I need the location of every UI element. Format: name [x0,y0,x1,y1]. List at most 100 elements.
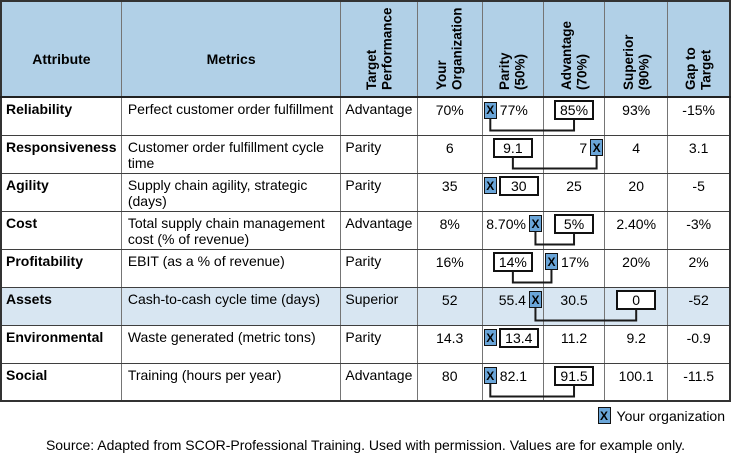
superior-cell: 20 [604,172,669,212]
attribute-cell: Cost [0,210,122,250]
your-organization-cell: 80 [416,362,483,402]
attribute-cell: Environmental [0,324,122,364]
parity-cell: 14% [481,248,544,288]
target-value-box: 5% [554,213,595,234]
superior-cell: 100.1 [604,362,669,402]
advantage-cell: 11.2 [542,324,606,364]
benchmark-value: 11.2 [560,329,588,346]
benchmark-value: 4 [632,139,641,156]
target-value-box: 9.1 [492,137,533,158]
benchmark-value: 20 [628,177,644,194]
scorecard-table: Attribute Metrics Target Performance You… [0,0,731,402]
parity-cell: 9.1 [481,134,544,174]
your-organization-marker-icon: X [483,101,497,119]
target-performance-cell: Parity [340,172,418,212]
col-header-advantage: Advantage (70%) [542,0,606,98]
metrics-cell: Customer order fulfillment cycle time [120,134,342,174]
col-header-advantage-label: Advantage (70%) [558,20,590,90]
advantage-cell: 30.5 [542,286,606,326]
superior-cell: 4 [604,134,669,174]
benchmark-value: 17% [560,253,589,270]
col-header-attribute: Attribute [0,0,122,98]
your-organization-marker-icon: X [590,139,604,156]
col-header-target-performance-label: Target Performance [363,7,395,90]
benchmark-value: 20% [622,253,651,270]
your-organization-marker-icon: X [483,367,497,384]
your-organization-cell: 8% [416,210,483,250]
metrics-cell: Cash-to-cash cycle time (days) [120,286,342,326]
table-row: Responsiveness Customer order fulfillment… [0,134,731,174]
target-value-box: 85% [554,100,595,120]
target-performance-cell: Advantage [340,362,418,402]
benchmark-value: 100.1 [618,367,654,384]
your-organization-cell: 52 [416,286,483,326]
table-row: Social Training (hours per year) Advantage… [0,362,731,402]
gap-to-target-cell: 3.1 [667,134,731,174]
metrics-cell: Training (hours per year) [120,362,342,402]
superior-cell: 2.40% [604,210,669,250]
table-row: Assets Cash-to-cash cycle time (days) Supe… [0,286,731,326]
your-organization-marker-icon: X [528,291,542,308]
attribute-cell: Social [0,362,122,402]
col-header-gap-to-target-label: Gap to Target [683,47,714,90]
parity-cell: 55.4 X [481,286,544,326]
col-header-parity-label: Parity (50%) [497,52,528,90]
table-row: Cost Total supply chain management cost (… [0,210,731,250]
legend-label: Your organization [616,407,725,424]
table-row: Reliability Perfect customer order fulfil… [0,96,731,136]
your-organization-cell: 6 [416,134,483,174]
metrics-cell: Waste generated (metric tons) [120,324,342,364]
target-performance-cell: Parity [340,134,418,174]
metrics-cell: Total supply chain management cost (% of… [120,210,342,250]
target-performance-cell: Parity [340,324,418,364]
superior-cell: 0 [604,286,669,326]
gap-to-target-cell: -3% [667,210,731,250]
table-row: Profitability EBIT (as a % of revenue) Par… [0,248,731,288]
col-header-parity: Parity (50%) [481,0,544,98]
target-value-box: 30 [498,175,539,196]
gap-to-target-cell: 2% [667,248,731,288]
gap-to-target-cell: -11.5 [667,362,731,402]
benchmark-value: 2.40% [616,215,657,232]
target-performance-cell: Advantage [340,96,418,136]
col-header-gap-to-target: Gap to Target [667,0,731,98]
advantage-cell: 85% [542,96,606,136]
col-header-superior: Superior (90%) [604,0,669,98]
benchmark-value: 8.70% [486,215,526,232]
superior-cell: 9.2 [604,324,669,364]
col-header-target-performance: Target Performance [340,0,418,98]
advantage-cell: 91.5 [542,362,606,402]
your-organization-marker-icon: X [528,215,542,232]
benchmark-value: 7 [579,139,588,156]
scorecard-table-wrap: Attribute Metrics Target Performance You… [0,0,731,402]
table-row: Environmental Waste generated (metric ton… [0,324,731,364]
target-performance-cell: Advantage [340,210,418,250]
table-row: Agility Supply chain agility, strategic (… [0,172,731,212]
parity-cell: X 77% [481,96,544,136]
target-performance-cell: Parity [340,248,418,288]
your-organization-marker-icon: X [597,407,611,424]
benchmark-value: 25 [566,177,582,194]
advantage-cell: 25 [542,172,606,212]
col-header-your-organization-label: Your Organization [434,7,465,90]
legend: X Your organization [0,407,725,424]
parity-cell: X 13.4 [481,324,544,364]
gap-to-target-cell: -0.9 [667,324,731,364]
target-value-box: 13.4 [498,327,539,348]
your-organization-marker-icon: X [483,177,497,194]
your-organization-cell: 35 [416,172,483,212]
your-organization-cell: 16% [416,248,483,288]
your-organization-cell: 14.3 [416,324,483,364]
col-header-metrics: Metrics [120,0,342,98]
attribute-cell: Responsiveness [0,134,122,174]
target-performance-cell: Superior [340,286,418,326]
col-header-your-organization: Your Organization [416,0,483,98]
attribute-cell: Profitability [0,248,122,288]
benchmark-value: 9.2 [626,329,646,346]
benchmark-value: 77% [499,102,528,118]
source-note: Source: Adapted from SCOR-Professional T… [45,437,686,453]
parity-cell: 8.70% X [481,210,544,250]
attribute-cell: Assets [0,286,122,326]
your-organization-marker-icon: X [483,329,497,346]
